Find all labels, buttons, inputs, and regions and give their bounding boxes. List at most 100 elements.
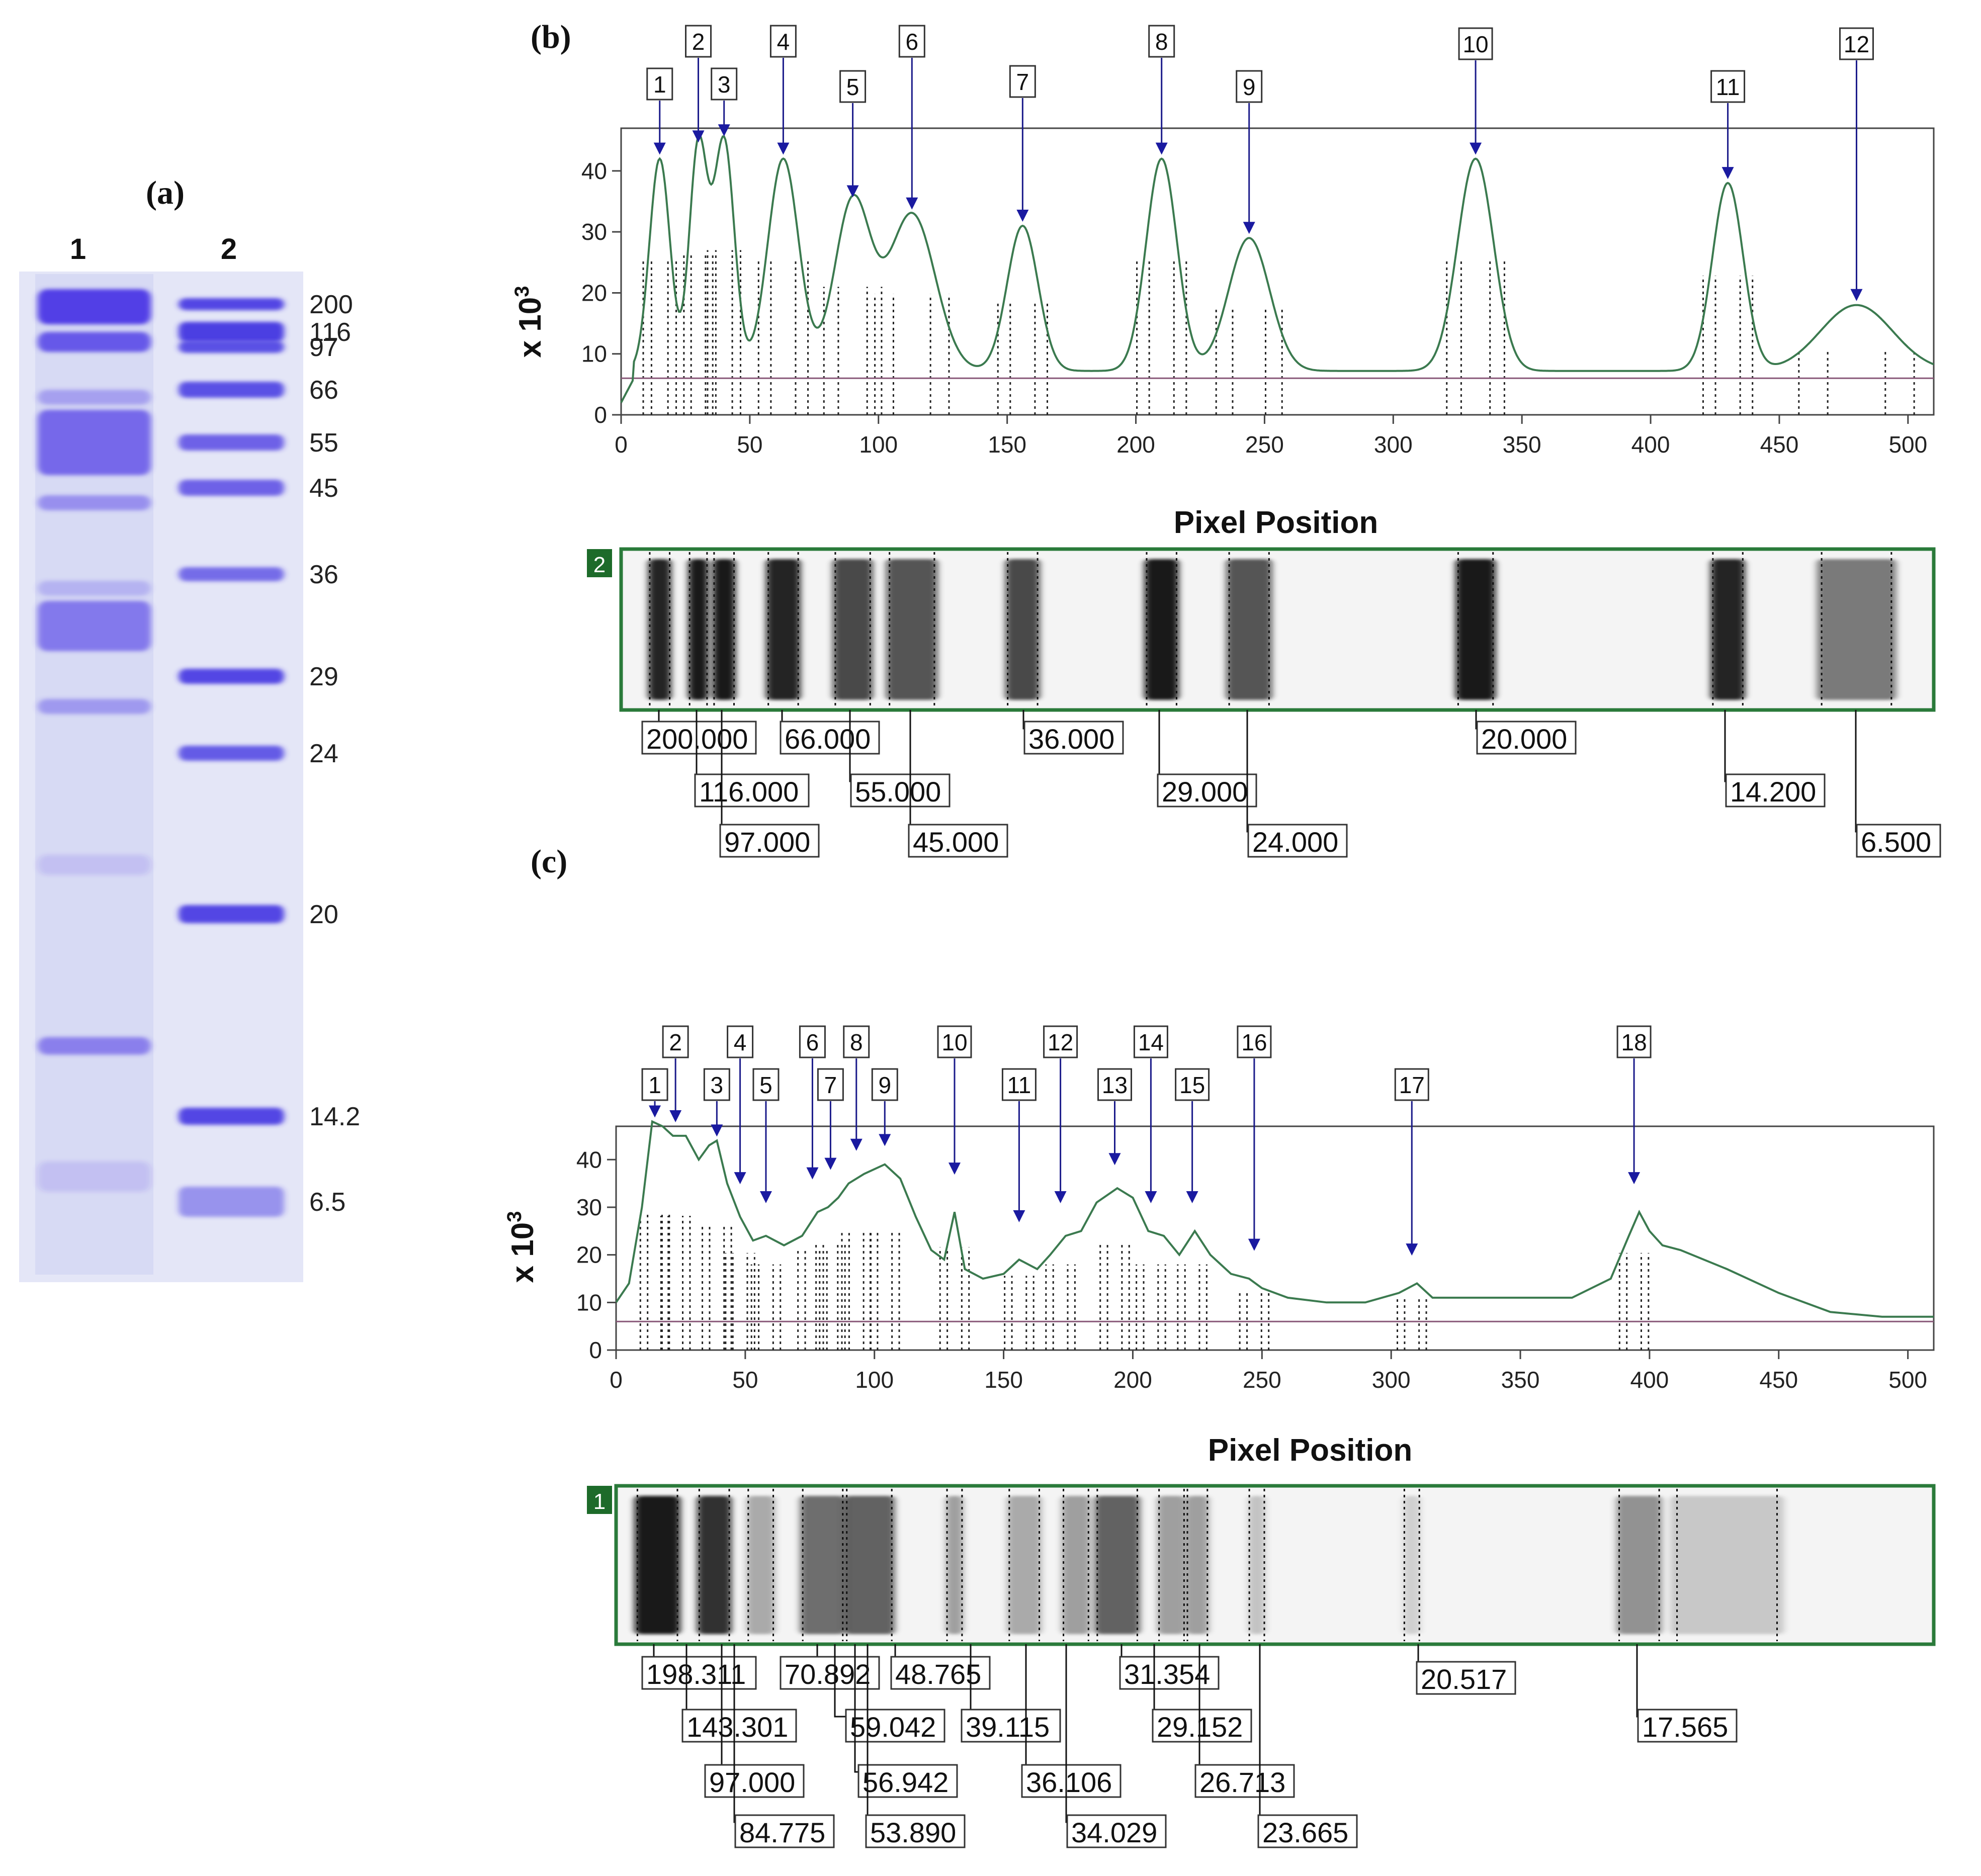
mw-label: 17.565 <box>1642 1711 1728 1743</box>
peak-number: 12 <box>1048 1029 1073 1055</box>
lane-band <box>1226 559 1272 700</box>
mw-label-box <box>681 1709 797 1743</box>
peak-number-box <box>799 1025 826 1058</box>
mw-label-box <box>1247 824 1348 858</box>
peak-number: 18 <box>1621 1029 1647 1055</box>
mw-label: 24.000 <box>1252 826 1338 858</box>
mw-label-box <box>1157 773 1257 808</box>
x-tick-label: 0 <box>610 1367 623 1393</box>
marker-band <box>179 322 284 342</box>
marker-label: 45 <box>309 474 338 503</box>
peak-number: 10 <box>941 1029 967 1055</box>
mw-label: 198.311 <box>646 1658 746 1690</box>
lane-band <box>688 559 709 700</box>
mw-label: 84.775 <box>739 1817 825 1848</box>
plot-frame <box>620 127 1935 416</box>
x-tick-label: 150 <box>988 431 1026 458</box>
peak-arrowhead <box>777 142 790 155</box>
mw-label: 29.000 <box>1162 776 1248 808</box>
x-tick-label: 250 <box>1245 431 1284 458</box>
peak-number: 10 <box>1462 31 1488 57</box>
mw-label: 34.029 <box>1071 1817 1157 1848</box>
gel-band <box>38 1162 151 1192</box>
peak-number: 16 <box>1241 1029 1267 1055</box>
y-tick-label: 40 <box>576 1146 602 1173</box>
panel-b-label: (b) <box>531 19 571 55</box>
peak-arrowhead <box>948 1163 961 1175</box>
peak-arrowhead <box>692 130 705 143</box>
lane-band <box>634 1496 680 1634</box>
peak-arrowhead <box>1016 210 1029 222</box>
mw-label-box <box>1023 721 1124 755</box>
mw-label-box <box>850 773 951 808</box>
x-tick-label: 450 <box>1759 1367 1798 1393</box>
mw-label-box <box>1257 1814 1358 1848</box>
peak-number: 12 <box>1844 31 1869 57</box>
peak-arrowhead <box>1721 167 1734 180</box>
peak-number: 8 <box>850 1029 863 1055</box>
gel-lane-2 <box>179 298 284 1217</box>
peak-number: 6 <box>905 29 918 55</box>
gel-band <box>38 699 151 714</box>
y-tick-label: 20 <box>576 1242 602 1268</box>
peak-number: 2 <box>692 29 705 55</box>
peak-arrowhead <box>1850 289 1863 301</box>
marker-label: 24 <box>309 739 338 768</box>
peak-number-box <box>871 1068 898 1101</box>
mw-label-box <box>1152 1709 1252 1743</box>
mw-label-box <box>734 1814 835 1848</box>
peak-arrowhead <box>653 142 666 155</box>
panel-c-mw-label-list: 198.311 143.301 97.000 84.775 70.892 59.042 56… <box>641 1644 1738 1848</box>
peak-number: 8 <box>1155 29 1168 55</box>
peak-arrowhead <box>1013 1210 1025 1222</box>
peak-arrowhead <box>850 1138 863 1151</box>
peak-number-box <box>1616 1025 1652 1058</box>
lane-band <box>1144 559 1179 700</box>
mw-leader-line <box>834 1644 850 1718</box>
mw-label: 48.765 <box>895 1658 981 1690</box>
x-tick-label: 450 <box>1760 431 1799 458</box>
mw-label: 45.000 <box>913 826 999 858</box>
mw-label-box <box>961 1709 1061 1743</box>
peak-boundary-lines <box>639 1213 1650 1350</box>
peak-number: 11 <box>1716 74 1740 100</box>
mw-label: 70.892 <box>785 1658 871 1690</box>
lane-band <box>946 1496 963 1634</box>
peak-number-box <box>727 1025 754 1058</box>
panel-b-lane-tag: 2 <box>587 549 612 577</box>
mw-label-box <box>1194 1764 1295 1798</box>
peak-number-box <box>646 67 673 101</box>
mw-label-box <box>1637 1709 1738 1743</box>
peak-number: 3 <box>711 1072 724 1098</box>
lane-band <box>800 1496 846 1634</box>
y-tick-label: 20 <box>581 280 607 306</box>
panel-c-y-label: x 103 <box>503 1211 540 1283</box>
mw-leader-line <box>1636 1644 1642 1718</box>
panel-c-label: (c) <box>531 843 567 880</box>
x-tick-label: 150 <box>984 1367 1023 1393</box>
x-tick-label: 350 <box>1501 1367 1540 1393</box>
peak-number: 7 <box>1016 69 1029 95</box>
marker-label: 66 <box>309 376 338 405</box>
lane-band <box>1005 559 1040 700</box>
lane-band <box>1455 559 1496 700</box>
x-tick-label: 200 <box>1113 1367 1152 1393</box>
marker-band <box>179 434 284 451</box>
peak-arrowhead <box>1628 1172 1641 1185</box>
peak-number-box <box>1043 1025 1078 1058</box>
peak-arrowhead <box>846 185 859 198</box>
peak-arrowhead <box>1243 222 1255 234</box>
peak-arrowhead <box>1186 1191 1198 1203</box>
marker-label: 14.2 <box>309 1102 360 1131</box>
panel-c-y-axis-title: x 103 <box>503 1211 540 1283</box>
peak-arrowhead <box>879 1134 891 1146</box>
panel-a-label: (a) <box>146 174 185 211</box>
x-tick-label: 100 <box>859 431 898 458</box>
y-tick-label: 30 <box>576 1194 602 1220</box>
peak-arrowhead <box>669 1110 682 1122</box>
peak-arrowhead <box>906 197 918 210</box>
lane-band <box>1817 559 1897 700</box>
peak-number: 6 <box>806 1029 819 1055</box>
panel-b-mw-label-list: 200.000116.00097.00066.00055.00045.00036… <box>641 710 1941 858</box>
